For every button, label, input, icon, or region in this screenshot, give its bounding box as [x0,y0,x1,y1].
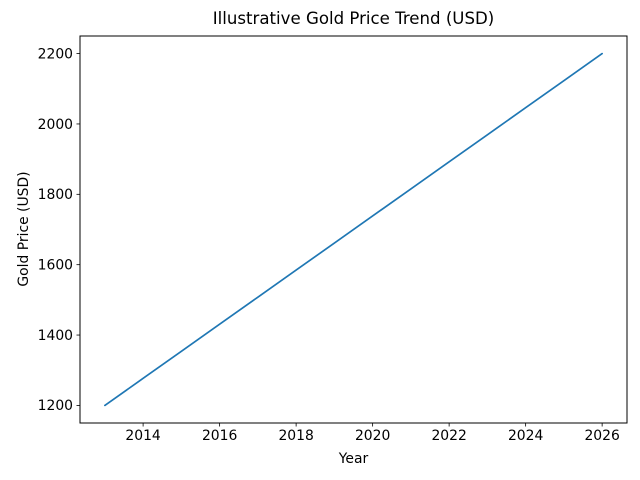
x-tick-label: 2022 [431,428,466,444]
y-tick-label: 1200 [38,398,73,414]
gold-price-line [104,52,603,407]
x-tick-label: 2026 [584,428,619,444]
y-tick-label: 1800 [38,187,73,203]
x-tick-label: 2014 [125,428,161,444]
x-tick-label: 2024 [508,428,544,444]
x-tick-label: 2018 [278,428,313,444]
y-tick-label: 1600 [38,257,73,273]
y-tick-label: 1400 [38,328,73,344]
x-axis-label: Year [338,451,369,467]
chart-title: Illustrative Gold Price Trend (USD) [212,9,495,28]
x-tick-label: 2016 [202,428,237,444]
y-tick-label: 2200 [38,46,73,62]
y-axis-label-text: Gold Price (USD) [16,171,32,287]
y-tick-label: 2000 [38,117,73,133]
x-tick-label: 2020 [355,428,390,444]
